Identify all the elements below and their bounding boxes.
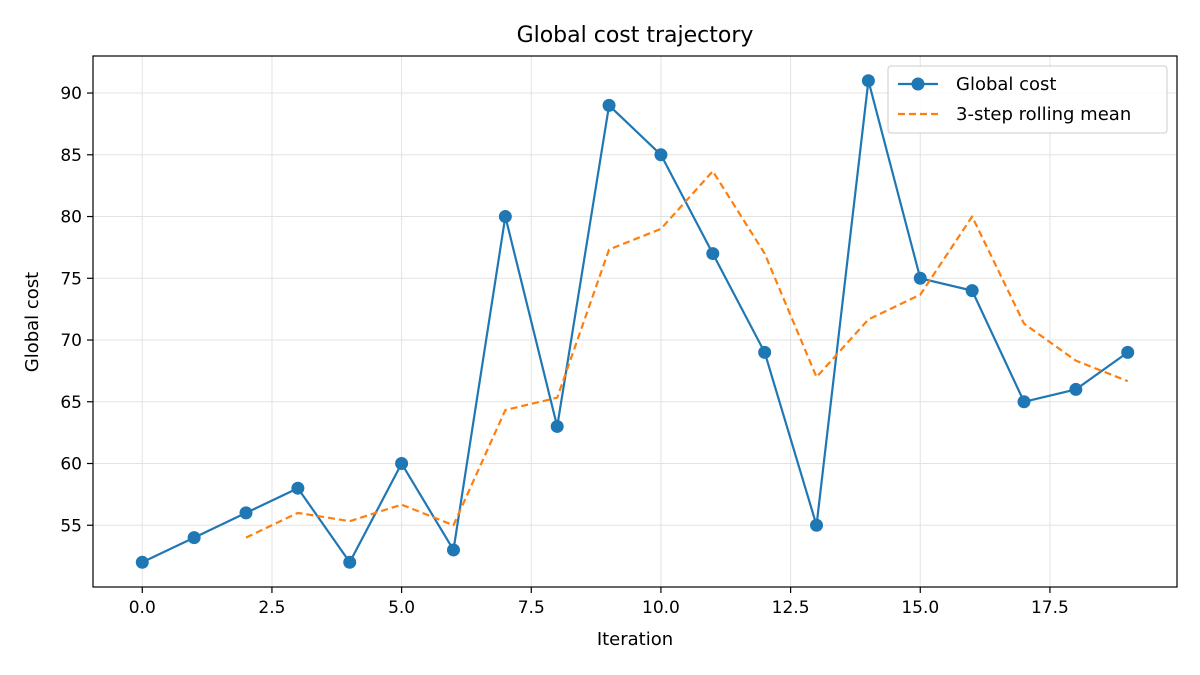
data-point [758, 345, 772, 359]
plot-frame [92, 55, 1178, 588]
y-tick-label: 70 [60, 331, 82, 351]
series-layer [135, 74, 1135, 569]
data-point [1017, 395, 1031, 409]
ticks: 0.0 2.5 5.0 7.5 10.0 12.5 15.0 17.5 55 60 65 70 75 80… [60, 84, 1068, 618]
y-tick-label: 60 [60, 455, 82, 475]
series-line-global-cost [141, 79, 1129, 564]
legend-box [887, 65, 1168, 134]
x-tick-label: 17.5 [1031, 598, 1069, 618]
x-tick-label: 10.0 [642, 598, 680, 618]
data-point [239, 506, 253, 520]
data-point [395, 457, 409, 471]
data-point [187, 531, 201, 545]
legend-label-rolling-mean: 3-step rolling mean [956, 104, 1131, 125]
y-tick-label: 75 [60, 269, 82, 289]
data-point [135, 555, 149, 569]
y-tick-label: 80 [60, 208, 82, 228]
x-tick-label: 2.5 [258, 598, 285, 618]
data-point [706, 247, 720, 261]
data-point [654, 148, 668, 162]
data-point [1121, 345, 1135, 359]
legend: Global cost 3-step rolling mean [887, 65, 1168, 134]
y-tick-label: 90 [60, 84, 82, 104]
grid [93, 56, 1177, 587]
data-point [550, 419, 564, 433]
legend-label-global-cost: Global cost [956, 74, 1057, 95]
data-point [913, 271, 927, 285]
y-tick-label: 65 [60, 393, 82, 413]
chart-title: Global cost trajectory [517, 23, 754, 48]
x-axis-label: Iteration [597, 629, 673, 650]
data-point [965, 284, 979, 298]
data-point [343, 555, 357, 569]
data-point [498, 210, 512, 224]
y-tick-label: 85 [60, 146, 82, 166]
data-point [602, 98, 616, 112]
data-point [861, 74, 875, 88]
legend-marker-global-cost [911, 77, 925, 91]
x-tick-label: 15.0 [901, 598, 939, 618]
x-tick-label: 7.5 [518, 598, 545, 618]
data-point [291, 481, 305, 495]
series-line-rolling-mean [245, 170, 1129, 539]
data-point [810, 518, 824, 532]
data-point [1069, 382, 1083, 396]
data-point [446, 543, 460, 557]
x-tick-label: 5.0 [388, 598, 415, 618]
y-axis-label: Global cost [22, 272, 43, 373]
y-tick-label: 55 [60, 516, 82, 536]
x-tick-label: 12.5 [772, 598, 810, 618]
x-tick-label: 0.0 [129, 598, 156, 618]
